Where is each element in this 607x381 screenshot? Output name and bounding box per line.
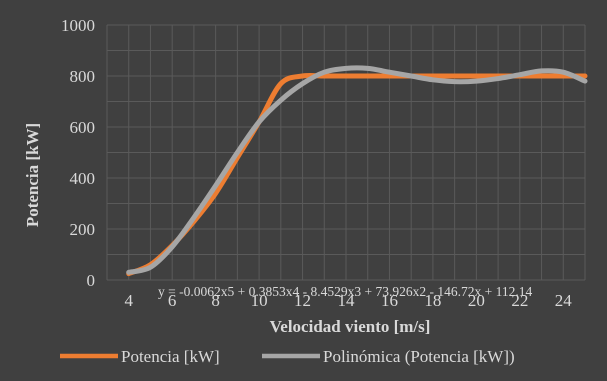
x-tick-label: 14 — [338, 291, 356, 310]
legend: Potencia [kW] Polinómica (Potencia [kW]) — [60, 347, 515, 366]
x-tick-label: 12 — [294, 291, 311, 310]
x-tick-labels: 4 6 8 10 12 14 16 18 20 22 24 — [124, 291, 572, 310]
trendline-equation: y = -0.0062x5 + 0.3853x4 - 8.4529x3 + 73… — [158, 284, 532, 299]
x-tick-label: 4 — [124, 291, 133, 310]
y-axis-title: Potencia [kW] — [23, 123, 42, 227]
x-tick-label: 6 — [168, 291, 177, 310]
x-tick-label: 22 — [511, 291, 528, 310]
y-tick-label: 1000 — [61, 16, 95, 35]
y-tick-label: 800 — [70, 67, 96, 86]
series-layer — [126, 65, 588, 277]
series-line-polinomica — [126, 65, 588, 275]
y-tick-label: 600 — [70, 118, 96, 137]
x-tick-label: 10 — [251, 291, 268, 310]
x-tick-label: 20 — [468, 291, 485, 310]
series-line-potencia — [126, 72, 588, 277]
y-tick-label: 400 — [70, 169, 96, 188]
legend-label-potencia: Potencia [kW] — [121, 347, 220, 366]
legend-label-polinomica: Polinómica (Potencia [kW]) — [323, 347, 515, 366]
y-tick-label: 0 — [87, 271, 96, 290]
x-tick-label: 18 — [424, 291, 441, 310]
x-tick-label: 16 — [381, 291, 398, 310]
y-tick-label: 200 — [70, 220, 96, 239]
y-tick-labels: 0 200 400 600 800 1000 — [61, 16, 95, 290]
x-axis-title: Velocidad viento [m/s] — [270, 317, 431, 336]
x-tick-label: 8 — [211, 291, 220, 310]
x-tick-label: 24 — [555, 291, 573, 310]
